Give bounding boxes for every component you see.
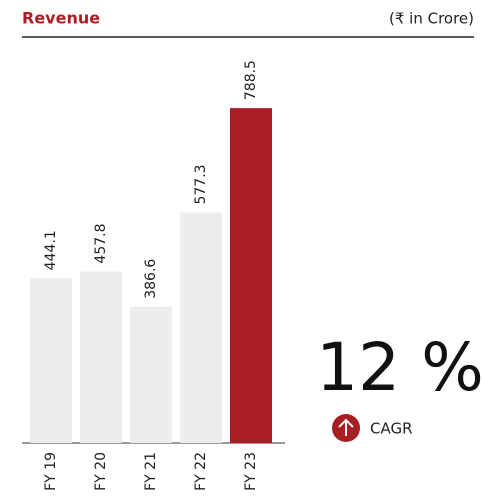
value-label: 386.6 <box>143 259 159 299</box>
value-label: 577.3 <box>193 164 209 204</box>
bar <box>230 108 272 443</box>
cagr-value: 12 % <box>316 329 484 406</box>
value-label: 457.8 <box>93 223 109 263</box>
bar <box>30 278 72 443</box>
bar <box>80 271 122 443</box>
value-label: 444.1 <box>43 230 59 270</box>
chart-title: Revenue <box>22 9 100 28</box>
x-tick-label: FY 20 <box>93 452 109 491</box>
bar <box>130 306 172 443</box>
cagr-label: CAGR <box>370 420 413 438</box>
x-tick-label: FY 19 <box>43 452 59 491</box>
bar <box>180 212 222 443</box>
cagr-icon <box>332 414 360 442</box>
x-tick-label: FY 23 <box>243 452 259 491</box>
x-tick-label: FY 21 <box>143 452 159 491</box>
x-tick-label: FY 22 <box>193 452 209 491</box>
chart-subtitle: (₹ in Crore) <box>389 10 474 28</box>
value-label: 788.5 <box>243 60 259 100</box>
